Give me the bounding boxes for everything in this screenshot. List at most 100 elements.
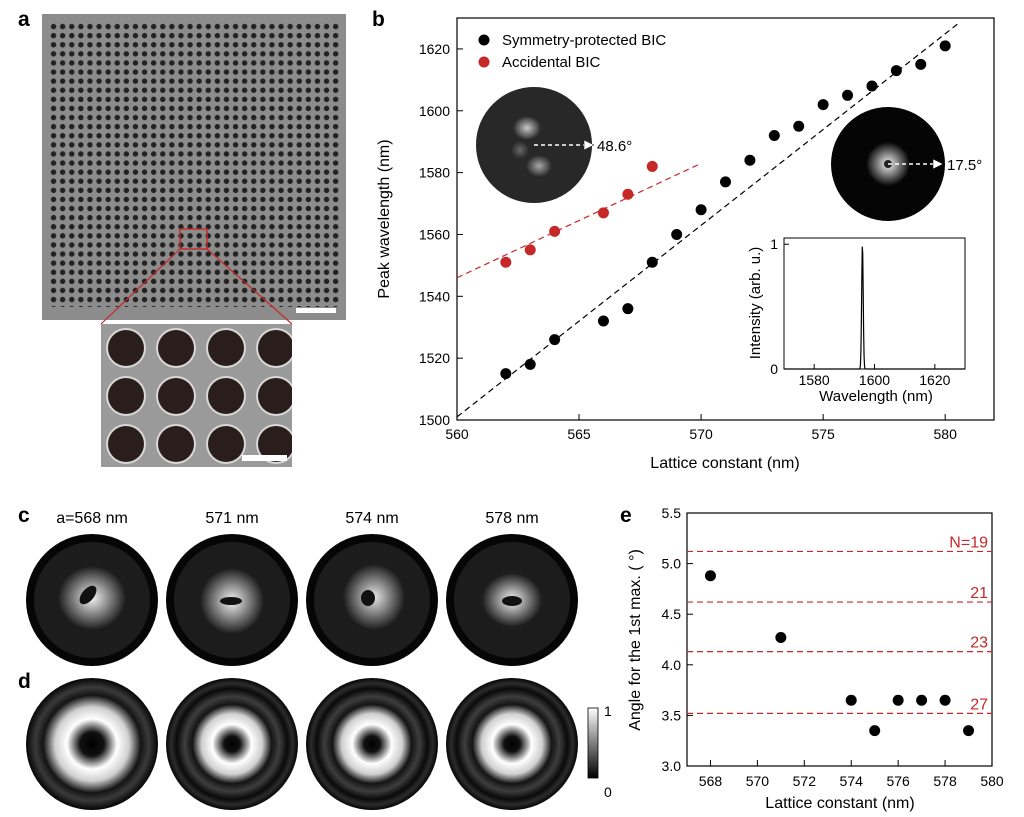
point-angle <box>869 725 881 737</box>
reference-line-label: N=19 <box>949 534 988 551</box>
chart-e-xtick-label: 576 <box>886 773 910 789</box>
chart-b-frame <box>456 17 995 421</box>
chart-b-xtick-label: 560 <box>445 426 469 442</box>
measured-image-571 <box>166 534 298 666</box>
chart-e-xtick-label: 578 <box>933 773 957 789</box>
chart-b-ytick-label: 1580 <box>419 165 450 181</box>
inset-ytick-label: 0 <box>770 361 778 377</box>
fit-line-accidental <box>457 162 702 279</box>
inset-frame <box>783 237 966 370</box>
reference-line-label: 23 <box>970 635 988 652</box>
legend-marker-symmetry <box>478 34 490 46</box>
chart-e-xtick-label: 580 <box>980 773 1004 789</box>
chart-e-ytick-label: 3.0 <box>662 758 682 774</box>
chart-b: 560 565 570 575 5801500152015401560158016001… <box>376 17 995 472</box>
farfield-inset-symmetry: 17.5° <box>831 107 982 221</box>
point-angle <box>704 570 716 582</box>
point-symmetry <box>500 368 512 380</box>
point-angle <box>916 694 928 706</box>
chart-e-points <box>704 570 975 737</box>
inset-xlabel: Wavelength (nm) <box>819 388 933 405</box>
farfield-inset-accidental: 48.6° <box>476 87 632 203</box>
panel-c-images: a=568 nm 571 nm 574 nm 578 nm <box>26 510 578 666</box>
inset-angle-symmetry: 17.5° <box>947 157 982 174</box>
chart-e-ytick-label: 5.5 <box>662 505 682 521</box>
sem-image-panel-a <box>42 14 346 467</box>
chart-b-ytick-label: 1520 <box>419 350 450 366</box>
point-symmetry <box>597 315 609 327</box>
chart-b-xtick-label: 580 <box>934 426 958 442</box>
scale-bar-sem <box>296 308 336 313</box>
legend-label-symmetry: Symmetry-protected BIC <box>502 32 666 49</box>
point-symmetry <box>768 130 780 142</box>
chart-e-xtick-label: 568 <box>699 773 723 789</box>
point-symmetry <box>744 154 756 166</box>
chart-b-ytick-label: 1600 <box>419 103 450 119</box>
point-symmetry <box>671 228 683 240</box>
inset-ytick-label: 1 <box>770 236 778 252</box>
chart-b-ytick-label: 1620 <box>419 41 450 57</box>
chart-e-xtick-label: 570 <box>746 773 770 789</box>
point-accidental <box>549 225 561 237</box>
inset-xtick-label: 1580 <box>799 372 830 388</box>
panel-c-title-2: 574 nm <box>345 510 398 527</box>
reference-line-label: 21 <box>970 585 988 602</box>
measured-image-568 <box>26 534 158 666</box>
panel-c-title-3: 578 nm <box>485 510 538 527</box>
chart-b-xtick-label: 565 <box>567 426 591 442</box>
legend-label-accidental: Accidental BIC <box>502 54 601 71</box>
panel-label-c: c <box>18 504 30 527</box>
point-symmetry <box>793 120 805 132</box>
measured-image-578 <box>446 534 578 666</box>
chart-b-ytick-label: 1500 <box>419 412 450 428</box>
point-accidental <box>597 207 609 219</box>
chart-b-ytick-label: 1560 <box>419 226 450 242</box>
point-symmetry <box>890 65 902 77</box>
point-angle <box>939 694 951 706</box>
chart-b-inset: 1580 1600 1620 0 1 Wavelength (nm) Intensity… <box>747 236 966 405</box>
panel-label-d: d <box>18 670 31 693</box>
point-angle <box>963 725 975 737</box>
point-symmetry <box>817 99 829 111</box>
point-accidental <box>500 256 512 268</box>
inset-spectrum-peak <box>784 246 965 370</box>
chart-b-xlabel: Lattice constant (nm) <box>650 455 799 472</box>
chart-b-legend: Symmetry-protected BIC Accidental BIC <box>478 32 666 71</box>
chart-e-ytick-label: 4.0 <box>662 657 682 673</box>
point-symmetry <box>866 80 878 92</box>
point-symmetry <box>549 334 561 346</box>
point-symmetry <box>622 303 634 315</box>
zoom-region-box <box>179 228 208 250</box>
panel-label-b: b <box>372 8 385 31</box>
point-accidental <box>622 188 634 200</box>
inset-ylabel: Intensity (arb. u.) <box>747 247 764 360</box>
sem-hole-array <box>49 22 340 307</box>
measured-image-574 <box>306 534 438 666</box>
chart-e-ytick-label: 4.5 <box>662 606 682 622</box>
chart-b-ylabel: Peak wavelength (nm) <box>376 139 393 298</box>
point-symmetry <box>646 256 658 268</box>
point-symmetry <box>915 58 927 70</box>
legend-marker-accidental <box>478 56 490 68</box>
point-accidental <box>646 160 658 172</box>
point-symmetry <box>524 358 536 370</box>
point-angle <box>892 694 904 706</box>
point-accidental <box>524 244 536 256</box>
panel-label-a: a <box>18 8 30 31</box>
chart-e-ytick-label: 5.0 <box>662 556 682 572</box>
simulated-image-568 <box>26 678 158 810</box>
colorbar-min-label: 0 <box>604 784 612 800</box>
chart-b-xtick-label: 570 <box>689 426 713 442</box>
inset-angle-accidental: 48.6° <box>597 138 632 155</box>
chart-e-reference-labels: N=19 21 23 27 <box>949 534 988 713</box>
chart-e-ticks: 568 570 572 574 576 578 580 3.0 3.5 4.0 4.5 5.0 5.5 <box>662 505 1004 789</box>
chart-b-points <box>500 40 951 380</box>
point-symmetry <box>720 176 731 188</box>
simulated-image-571 <box>166 678 298 810</box>
simulated-image-578 <box>446 678 578 810</box>
chart-b-ticks: 560 565 570 575 5801500152015401560158016001… <box>419 41 957 442</box>
zoom-line-left <box>100 248 181 325</box>
chart-e-xtick-label: 574 <box>840 773 864 789</box>
chart-e: 568 570 572 574 576 578 5803.03.54.04.55.05.5 … <box>627 505 1004 812</box>
chart-b-ytick-label: 1540 <box>419 288 450 304</box>
